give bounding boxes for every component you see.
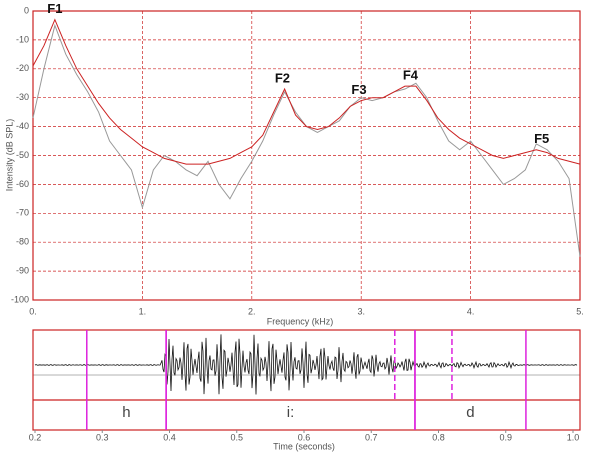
annotation: F3 <box>351 82 366 97</box>
x-tick-label: 3. <box>357 306 365 316</box>
series-line <box>32 23 581 257</box>
y-tick-label: -80 <box>16 237 29 247</box>
annotation: F2 <box>275 70 290 85</box>
segment-label: i: <box>287 404 295 421</box>
annotation: F4 <box>403 68 419 83</box>
series-line <box>32 18 581 165</box>
x-tick-label: 5. <box>576 306 584 316</box>
annotation: F5 <box>534 131 549 146</box>
annotation: F1 <box>47 1 62 16</box>
x-tick-label: 0.5 <box>230 432 243 442</box>
y-tick-label: -70 <box>16 208 29 218</box>
segment-label: h <box>122 404 130 421</box>
x-axis-label: Time (seconds) <box>273 441 335 451</box>
y-tick-label: -40 <box>16 121 29 131</box>
x-tick-label: 0.7 <box>365 432 378 442</box>
y-tick-label: -100 <box>11 294 29 304</box>
y-axis-label: Intensity (dB SPL) <box>4 119 14 192</box>
y-tick-label: -30 <box>16 92 29 102</box>
plot-frame <box>32 10 581 301</box>
x-tick-label: 4. <box>467 306 475 316</box>
y-tick-label: -20 <box>16 63 29 73</box>
waveform <box>34 334 578 395</box>
x-tick-label: 1.0 <box>567 432 580 442</box>
x-tick-label: 0.8 <box>432 432 445 442</box>
x-tick-label: 1. <box>139 306 147 316</box>
x-tick-label: 0.9 <box>499 432 512 442</box>
x-tick-label: 0. <box>29 306 37 316</box>
y-tick-label: -90 <box>16 265 29 275</box>
y-tick-label: -50 <box>16 150 29 160</box>
segment-label: d <box>466 404 474 421</box>
wave-frame <box>32 329 581 431</box>
y-tick-label: 0 <box>24 5 29 15</box>
x-tick-label: 0.3 <box>96 432 109 442</box>
x-axis-label: Frequency (kHz) <box>267 316 334 326</box>
x-tick-label: 2. <box>248 306 256 316</box>
y-tick-label: -60 <box>16 179 29 189</box>
y-tick-label: -10 <box>16 34 29 44</box>
x-tick-label: 0.6 <box>298 432 311 442</box>
x-tick-label: 0.2 <box>29 432 42 442</box>
x-tick-label: 0.4 <box>163 432 176 442</box>
